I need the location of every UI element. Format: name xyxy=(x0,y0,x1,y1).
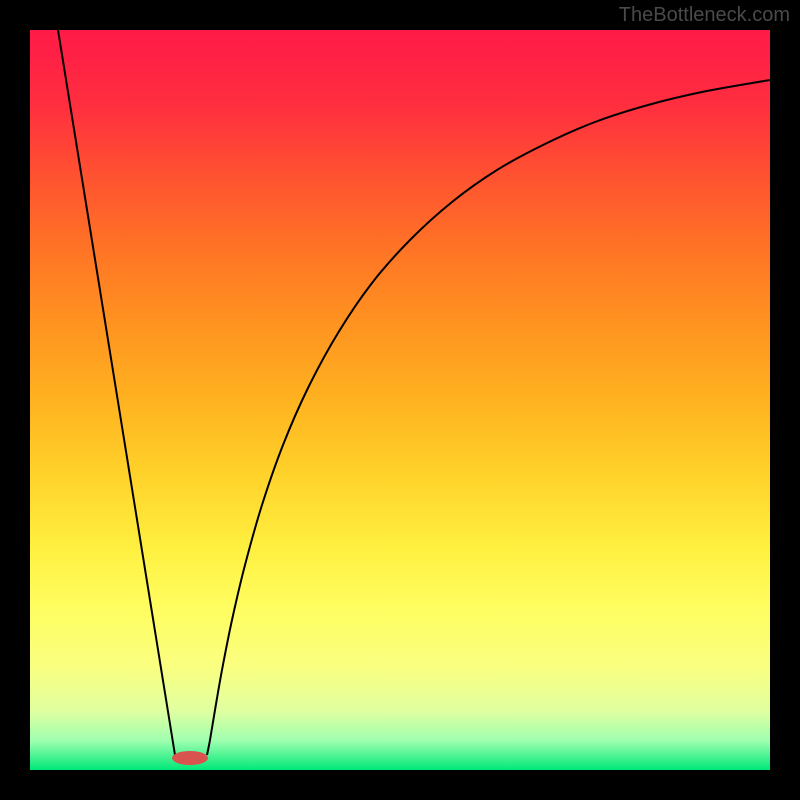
watermark-text: TheBottleneck.com xyxy=(619,4,790,27)
plot-area xyxy=(30,30,770,770)
left-curve xyxy=(58,30,175,755)
curves-overlay xyxy=(30,30,770,770)
minimum-marker xyxy=(172,751,208,765)
right-curve xyxy=(207,80,770,755)
chart-container: TheBottleneck.com xyxy=(0,0,800,800)
